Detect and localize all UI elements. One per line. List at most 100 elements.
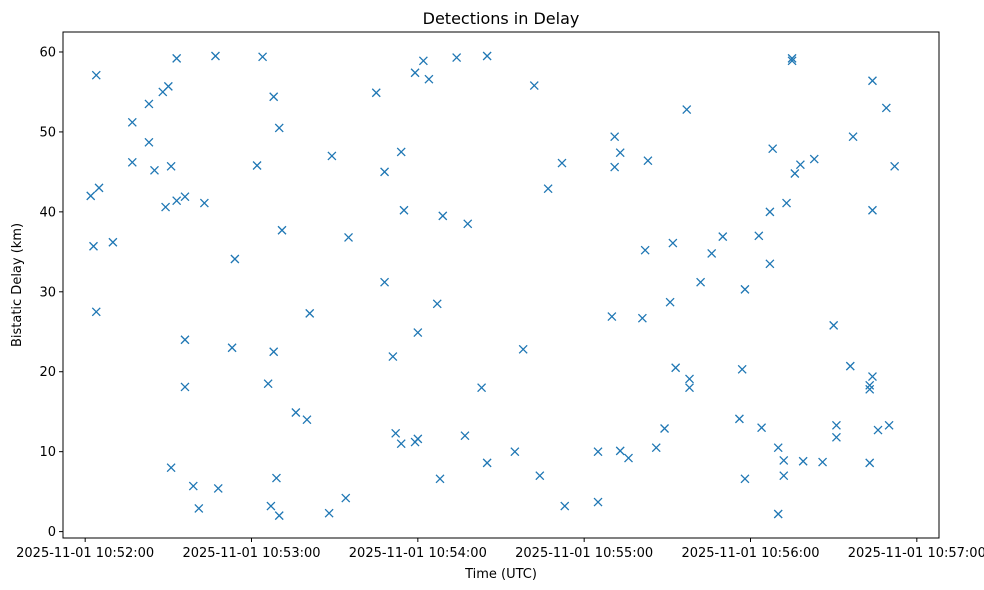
data-point-x-marker bbox=[341, 493, 351, 503]
data-point-x-marker bbox=[166, 463, 176, 473]
data-point-x-marker bbox=[668, 238, 678, 248]
data-point-x-marker bbox=[765, 207, 775, 217]
data-point-x-marker bbox=[868, 205, 877, 215]
data-point-x-marker bbox=[795, 160, 805, 170]
data-point-x-marker bbox=[543, 184, 553, 194]
data-point-x-marker bbox=[269, 92, 279, 102]
data-point-x-marker bbox=[327, 151, 337, 161]
data-point-x-marker bbox=[94, 183, 104, 193]
data-point-x-marker bbox=[144, 99, 154, 109]
data-point-x-marker bbox=[274, 511, 284, 521]
data-point-x-marker bbox=[557, 158, 567, 168]
data-point-x-marker bbox=[624, 453, 633, 463]
data-point-x-marker bbox=[682, 105, 692, 114]
data-point-x-marker bbox=[108, 237, 118, 247]
data-point-x-marker bbox=[213, 483, 223, 493]
data-point-x-marker bbox=[271, 473, 281, 483]
data-point-x-marker bbox=[768, 144, 778, 154]
data-point-x-marker bbox=[150, 165, 159, 175]
x-axis-label: Time (UTC) bbox=[464, 567, 537, 582]
data-point-x-marker bbox=[779, 471, 789, 481]
data-point-x-marker bbox=[757, 423, 767, 433]
data-point-x-marker bbox=[452, 53, 462, 63]
data-point-x-marker bbox=[865, 384, 875, 394]
data-point-x-marker bbox=[180, 382, 190, 392]
data-point-x-marker bbox=[91, 307, 101, 317]
data-point-x-marker bbox=[180, 192, 190, 202]
data-point-x-marker bbox=[779, 456, 789, 465]
data-point-x-marker bbox=[258, 52, 268, 62]
x-tick-label: 2025-11-01 10:54:00 bbox=[349, 546, 487, 561]
data-point-x-marker bbox=[643, 156, 653, 166]
data-point-x-marker bbox=[831, 432, 841, 442]
data-point-x-marker bbox=[660, 424, 670, 433]
data-point-x-marker bbox=[291, 408, 301, 417]
data-point-x-marker bbox=[865, 380, 875, 390]
data-point-x-marker bbox=[435, 474, 445, 484]
data-point-x-marker bbox=[754, 231, 764, 241]
data-point-x-marker bbox=[211, 51, 220, 61]
data-point-x-marker bbox=[510, 447, 520, 457]
data-point-x-marker bbox=[610, 162, 620, 172]
data-point-x-marker bbox=[180, 335, 190, 345]
y-tick-label: 30 bbox=[39, 285, 56, 300]
data-point-x-marker bbox=[765, 259, 775, 269]
data-point-x-marker bbox=[172, 196, 182, 206]
data-point-x-marker bbox=[868, 76, 877, 86]
data-point-x-marker bbox=[432, 299, 442, 309]
data-point-x-marker bbox=[391, 428, 401, 438]
data-point-x-marker bbox=[868, 372, 877, 381]
data-point-x-marker bbox=[865, 458, 875, 468]
data-point-x-marker bbox=[482, 51, 492, 61]
data-points bbox=[86, 51, 900, 521]
data-point-x-marker bbox=[127, 157, 137, 167]
data-point-x-marker bbox=[413, 328, 423, 338]
data-point-x-marker bbox=[424, 74, 434, 84]
data-point-x-marker bbox=[831, 420, 841, 430]
data-point-x-marker bbox=[188, 481, 198, 491]
data-point-x-marker bbox=[230, 254, 240, 264]
x-tick-label: 2025-11-01 10:56:00 bbox=[681, 546, 819, 561]
data-point-x-marker bbox=[615, 148, 625, 158]
data-point-x-marker bbox=[890, 161, 900, 171]
y-tick-label: 10 bbox=[39, 445, 56, 460]
x-tick-label: 2025-11-01 10:57:00 bbox=[848, 546, 984, 561]
data-point-x-marker bbox=[344, 232, 353, 242]
data-point-x-marker bbox=[818, 457, 828, 467]
y-tick-label: 50 bbox=[39, 125, 56, 140]
data-point-x-marker bbox=[696, 277, 706, 287]
data-point-x-marker bbox=[615, 446, 625, 456]
data-point-x-marker bbox=[399, 205, 409, 215]
data-point-x-marker bbox=[91, 70, 101, 80]
y-tick-label: 0 bbox=[48, 525, 56, 540]
data-point-x-marker bbox=[848, 132, 858, 142]
data-point-x-marker bbox=[274, 123, 284, 133]
data-point-x-marker bbox=[127, 117, 137, 127]
data-point-x-marker bbox=[787, 53, 797, 63]
data-point-x-marker bbox=[86, 191, 96, 201]
data-point-x-marker bbox=[199, 198, 209, 208]
data-point-x-marker bbox=[161, 202, 171, 212]
data-point-x-marker bbox=[194, 503, 204, 513]
data-point-x-marker bbox=[518, 344, 528, 354]
data-point-x-marker bbox=[718, 232, 728, 242]
data-point-x-marker bbox=[252, 161, 262, 170]
data-point-x-marker bbox=[873, 425, 883, 435]
data-point-x-marker bbox=[463, 219, 473, 229]
data-point-x-marker bbox=[593, 497, 603, 507]
data-point-x-marker bbox=[671, 363, 681, 373]
data-point-x-marker bbox=[172, 53, 182, 63]
data-point-x-marker bbox=[737, 364, 747, 374]
data-point-x-marker bbox=[665, 297, 675, 307]
y-tick-label: 20 bbox=[39, 365, 56, 380]
y-tick-label: 60 bbox=[39, 45, 56, 60]
data-point-x-marker bbox=[380, 277, 390, 287]
plot-area-frame bbox=[62, 31, 940, 539]
data-point-x-marker bbox=[529, 81, 539, 91]
data-point-x-marker bbox=[640, 245, 650, 255]
data-point-x-marker bbox=[482, 458, 492, 468]
data-point-x-marker bbox=[277, 225, 287, 235]
data-point-x-marker bbox=[263, 379, 273, 389]
data-point-x-marker bbox=[790, 169, 800, 178]
